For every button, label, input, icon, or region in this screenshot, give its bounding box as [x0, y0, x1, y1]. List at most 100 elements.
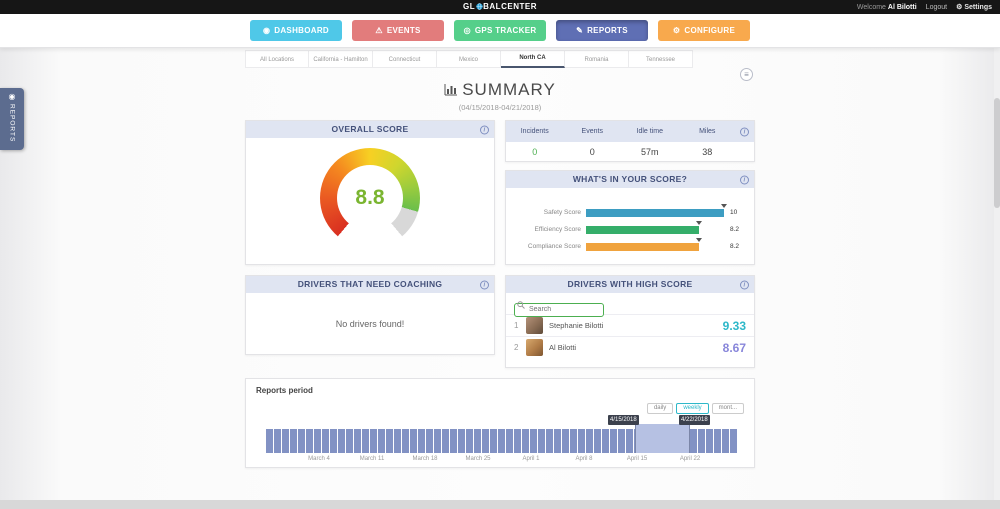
- report-icon: ✎: [576, 25, 584, 35]
- nav-button-label: DASHBOARD: [274, 26, 329, 35]
- gauge-value: 8.8: [355, 186, 385, 209]
- configure-icon: ⚙: [672, 25, 681, 35]
- chart-bar: [578, 429, 585, 453]
- score-bar-track: [586, 220, 724, 234]
- stats-value: 0: [532, 147, 538, 157]
- score-bar-label: Safety Score: [543, 209, 581, 216]
- scrollbar-track[interactable]: [994, 48, 1000, 500]
- score-bar-fill: [586, 220, 703, 234]
- high-score-title: DRIVERS WITH HIGH SCORE: [567, 279, 693, 289]
- tab-california-hamilton[interactable]: California - Hamilton: [309, 50, 373, 68]
- tab-mexico[interactable]: Mexico: [437, 50, 501, 68]
- driver-name: Stephanie Bilotti: [549, 321, 604, 330]
- tab-connecticut[interactable]: Connecticut: [373, 50, 437, 68]
- chart-bar: [722, 429, 729, 453]
- settings-link[interactable]: ⚙ Settings: [956, 3, 992, 12]
- stats-card: Incidents Events Idle time Miles i 0 0 57m 38: [505, 120, 755, 162]
- info-icon[interactable]: i: [480, 280, 489, 289]
- range-button-mont[interactable]: mont...: [711, 403, 744, 414]
- chart-bar: [282, 429, 289, 453]
- logout-link[interactable]: Logout: [925, 3, 948, 11]
- navbar: ◉ DASHBOARD ⚠ EVENTS ◎ GPS TRACKER ✎ REPORTS ⚙ CO…: [0, 14, 1000, 48]
- search-input[interactable]: [514, 302, 604, 317]
- nav-button-reports[interactable]: ✎ REPORTS: [556, 20, 648, 41]
- nav-button-label: GPS TRACKER: [474, 26, 537, 35]
- selection-window[interactable]: [635, 424, 691, 453]
- driver-list: 1 Stephanie Bilotti 9.33 2 Al Bilotti 8.67: [506, 314, 754, 358]
- logo-text-mid: BAL: [483, 2, 502, 11]
- gps-pin-icon: ◎: [463, 25, 471, 35]
- period-chart-xlabels: March 4 March 11 March 18 March 25 April 1 Ap…: [266, 456, 741, 466]
- empty-message: No drivers found!: [335, 319, 405, 329]
- chart-bar: [266, 429, 273, 453]
- chart-bar: [538, 429, 545, 453]
- chart-bar: [546, 429, 553, 453]
- info-icon[interactable]: i: [740, 127, 749, 136]
- nav-button-gps-tracker[interactable]: ◎ GPS TRACKER: [454, 20, 546, 41]
- tab-romania[interactable]: Romania: [565, 50, 629, 68]
- period-chart[interactable]: 4/15/2018 4/22/2018 March 4 March 11 March…: [266, 415, 741, 462]
- chart-bar: [490, 429, 497, 453]
- score-breakdown-title: WHAT'S IN YOUR SCORE?: [572, 174, 688, 184]
- topbar: GL BALCENTER Welcome Al Bilotti Logout ⚙ S…: [0, 0, 1000, 14]
- chart-bar: [290, 429, 297, 453]
- score-bar-row: Compliance Score 8.2: [506, 237, 754, 255]
- stats-values: 0 0 57m 38: [506, 142, 754, 161]
- driver-row[interactable]: 1 Stephanie Bilotti 9.33: [506, 314, 754, 336]
- coaching-header: DRIVERS THAT NEED COACHING i: [246, 276, 494, 293]
- driver-score: 8.67: [722, 340, 746, 355]
- search-icon: [517, 301, 525, 309]
- tab-north-ca[interactable]: North CA: [501, 50, 565, 68]
- scrollbar-thumb[interactable]: [994, 98, 1000, 208]
- user-name: Al Bilotti: [887, 3, 917, 11]
- page-title: SUMMARY: [0, 80, 1000, 100]
- nav-button-configure[interactable]: ⚙ CONFIGURE: [658, 20, 750, 41]
- driver-row[interactable]: 2 Al Bilotti 8.67: [506, 336, 754, 358]
- bar-chart-icon: [444, 84, 458, 96]
- range-button-daily[interactable]: daily: [646, 403, 674, 414]
- welcome-text: Welcome Al Bilotti: [857, 4, 917, 11]
- chart-bar: [570, 429, 577, 453]
- globe-icon: [475, 3, 483, 10]
- score-bar-track: [586, 237, 724, 251]
- chart-bar: [306, 429, 313, 453]
- chart-bar: [698, 429, 705, 453]
- info-icon[interactable]: i: [740, 280, 749, 289]
- nav-button-dashboard[interactable]: ◉ DASHBOARD: [250, 20, 342, 41]
- chart-bar: [522, 429, 529, 453]
- chart-bar: [586, 429, 593, 453]
- chart-bar: [562, 429, 569, 453]
- chart-bar: [298, 429, 305, 453]
- page-title-text: SUMMARY: [462, 80, 556, 99]
- chart-bar: [330, 429, 337, 453]
- chart-bar: [690, 429, 697, 453]
- logo-text-right: CENTER: [501, 2, 537, 11]
- driver-search: [514, 298, 604, 317]
- stats-column-label: Idle time: [636, 128, 663, 135]
- info-icon[interactable]: i: [740, 175, 749, 184]
- tab-all-locations[interactable]: All Locations: [245, 50, 309, 68]
- nav-button-events[interactable]: ⚠ EVENTS: [352, 20, 444, 41]
- x-axis-label: April 22: [679, 456, 701, 462]
- tab-tennessee[interactable]: Tennessee: [629, 50, 693, 68]
- coaching-card: DRIVERS THAT NEED COACHING i No drivers …: [245, 275, 495, 355]
- score-breakdown-header: WHAT'S IN YOUR SCORE? i: [506, 171, 754, 188]
- stats-value: 57m: [640, 147, 659, 157]
- chart-bar: [466, 429, 473, 453]
- bar-marker-icon: [721, 203, 727, 208]
- range-button-weekly[interactable]: weekly: [676, 403, 709, 414]
- panel-menu-button[interactable]: ≡: [740, 68, 753, 81]
- score-bar-value: 10: [730, 209, 738, 216]
- chart-bar: [626, 429, 633, 453]
- chart-bar: [450, 429, 457, 453]
- stats-column-label: Incidents: [520, 128, 549, 135]
- score-bar-row: Safety Score 10: [506, 203, 754, 221]
- chart-bar: [610, 429, 617, 453]
- score-bar-fill: [586, 237, 703, 251]
- side-tab-reports[interactable]: ◉ REPORTS: [0, 88, 24, 150]
- x-axis-label: April 1: [522, 456, 540, 462]
- chart-bar: [322, 429, 329, 453]
- info-icon[interactable]: i: [480, 125, 489, 134]
- x-axis-label: April 15: [626, 456, 648, 462]
